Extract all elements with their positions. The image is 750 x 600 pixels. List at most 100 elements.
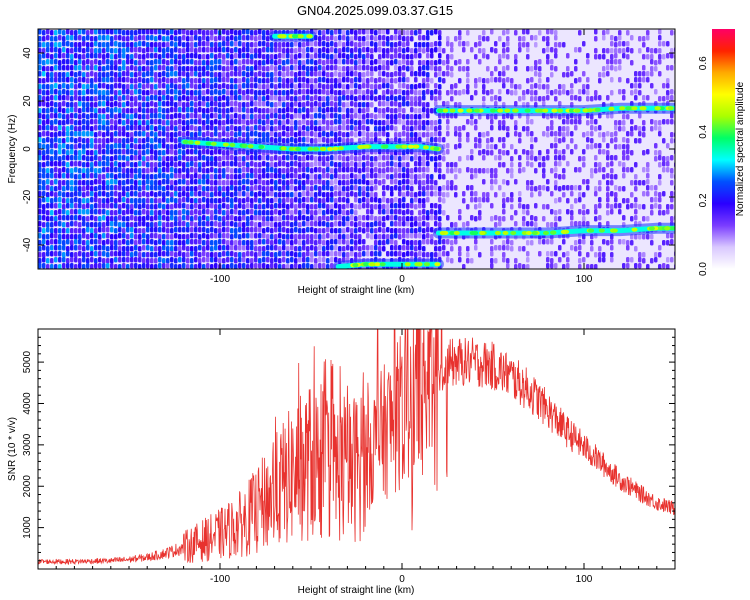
spectrogram-cell bbox=[310, 59, 314, 65]
spectrogram-cell bbox=[318, 71, 322, 77]
spectrogram-cell bbox=[222, 264, 226, 269]
spectrogram-cell bbox=[422, 125, 426, 131]
spectrogram-cell bbox=[426, 215, 430, 221]
spectrogram-cell bbox=[74, 60, 78, 66]
spectrogram-cell bbox=[74, 113, 78, 119]
spectrogram-cell bbox=[118, 185, 122, 191]
spectrogram-cell bbox=[178, 240, 182, 246]
spectrogram-cell bbox=[90, 83, 94, 89]
spectrogram-cell bbox=[46, 125, 50, 131]
spectrogram-cell bbox=[66, 144, 70, 150]
spectrogram-cell bbox=[54, 210, 58, 216]
spectrogram-cell bbox=[262, 161, 266, 167]
spectrogram-cell bbox=[86, 150, 90, 156]
spectrogram-cell bbox=[570, 215, 574, 221]
spectrogram-cell bbox=[198, 210, 202, 216]
spectrogram-cell bbox=[382, 60, 386, 66]
spectrogram-cell bbox=[530, 90, 534, 96]
spectrogram-cell bbox=[110, 71, 114, 77]
spectrogram-cell bbox=[414, 246, 418, 252]
spectrogram-cell bbox=[350, 59, 354, 65]
spectrogram-cell bbox=[266, 162, 270, 168]
spectrogram-cell bbox=[350, 185, 354, 191]
spectrogram-cell bbox=[102, 120, 106, 126]
spectrogram-cell bbox=[370, 245, 374, 251]
spectrogram-cell bbox=[422, 180, 426, 186]
spectrogram-cell bbox=[226, 233, 230, 239]
spectrogram-cell bbox=[406, 251, 410, 257]
spectrogram-cell bbox=[94, 197, 98, 203]
spectrogram-cell bbox=[354, 222, 358, 228]
spectrogram-cell bbox=[570, 83, 574, 89]
spectrogram-cell bbox=[618, 41, 622, 47]
spectrogram-cell bbox=[306, 167, 310, 173]
spectrogram-cell bbox=[58, 156, 62, 162]
spectrogram-cell bbox=[94, 233, 98, 239]
spectrogram-cell bbox=[78, 54, 82, 60]
spectrogram-cell bbox=[222, 59, 226, 65]
spectrogram-cell bbox=[194, 71, 198, 77]
spectrogram-cell bbox=[250, 59, 254, 65]
spectrogram-cell bbox=[258, 215, 262, 221]
spectrogram-cell bbox=[490, 96, 494, 102]
spectrogram-cell bbox=[410, 210, 414, 216]
spectrogram-cell bbox=[410, 96, 414, 102]
spectrogram-cell bbox=[362, 83, 366, 89]
spectrogram-cell bbox=[126, 240, 130, 246]
spectrogram-cell bbox=[574, 125, 578, 131]
spectrogram-cell bbox=[478, 168, 482, 174]
spectrogram-cell bbox=[202, 47, 206, 53]
spectrogram-cell bbox=[218, 77, 222, 83]
spectrogram-cell bbox=[118, 222, 122, 228]
spectrogram-cell bbox=[222, 41, 226, 47]
spectrogram-cell bbox=[430, 108, 434, 114]
spectrogram-cell bbox=[270, 222, 274, 228]
spectrogram-cell bbox=[50, 258, 54, 264]
spectrogram-cell bbox=[362, 215, 366, 221]
spectrogram-cell bbox=[254, 95, 258, 101]
spectrogram-cell bbox=[146, 215, 150, 221]
spectrogram-cell bbox=[474, 168, 478, 174]
spectrogram-cell bbox=[606, 131, 610, 137]
spectrogram-cell bbox=[562, 72, 566, 78]
spectrogram-cell bbox=[530, 131, 534, 137]
spectrogram-cell bbox=[338, 197, 342, 203]
spectrogram-cell bbox=[54, 36, 58, 42]
spectrogram-cell bbox=[70, 90, 74, 96]
spectrogram-cell bbox=[422, 65, 426, 71]
spectrogram-cell bbox=[38, 36, 42, 42]
spectrogram-cell bbox=[394, 162, 398, 168]
spectrogram-cell bbox=[206, 41, 210, 47]
spectrogram-cell bbox=[206, 102, 210, 108]
spectrogram-cell bbox=[194, 42, 198, 48]
spectrogram-cell bbox=[402, 233, 406, 239]
spectrogram-cell bbox=[174, 203, 178, 209]
spectrogram-cell bbox=[246, 126, 250, 132]
spectrogram-cell bbox=[142, 233, 146, 239]
spectrogram-cell bbox=[414, 77, 418, 83]
spectrogram-cell bbox=[62, 36, 66, 42]
spectrogram-cell bbox=[94, 29, 98, 35]
spectrogram-cell bbox=[622, 173, 626, 179]
spectrogram-cell bbox=[490, 150, 494, 156]
spectrogram-cell bbox=[318, 251, 322, 257]
spectrogram-cell bbox=[258, 263, 262, 269]
spectrogram-cell bbox=[258, 114, 262, 120]
spectrogram-cell bbox=[394, 126, 398, 132]
spectrogram-cell bbox=[94, 161, 98, 167]
spectrogram-cell bbox=[510, 90, 514, 96]
spectrogram-cell bbox=[606, 240, 610, 246]
spectrogram-cell bbox=[162, 156, 166, 162]
spectrogram-cell bbox=[54, 233, 58, 239]
spectrogram-cell bbox=[290, 251, 294, 257]
spectrogram-cell bbox=[330, 197, 334, 203]
spectrogram-cell bbox=[98, 227, 102, 233]
spectrogram-cell bbox=[230, 84, 234, 90]
spectrogram-cell bbox=[386, 78, 390, 84]
spectrogram-cell bbox=[158, 173, 162, 179]
spectrogram-cell bbox=[198, 155, 202, 161]
spectrogram-cell bbox=[298, 96, 302, 102]
spectrogram-cell bbox=[118, 29, 122, 35]
spectrogram-cell bbox=[474, 216, 478, 222]
spectrogram-cell bbox=[42, 53, 46, 59]
